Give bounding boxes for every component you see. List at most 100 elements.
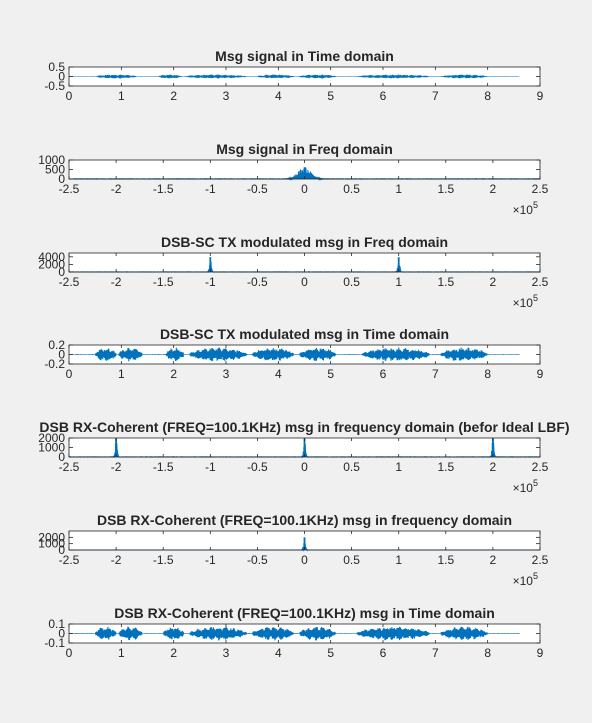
- y-tick-label: 2000: [38, 530, 65, 544]
- y-tick-label: 2000: [38, 431, 65, 445]
- x-tick-label: 1: [118, 89, 125, 103]
- y-tick-label: -0.2: [44, 357, 65, 371]
- x-exponent-label: ×105: [513, 293, 538, 310]
- x-tick-label: 1: [118, 646, 125, 660]
- x-tick-label: 1: [395, 275, 402, 289]
- x-tick-label: -2.5: [59, 182, 80, 196]
- x-tick-label: -2: [111, 553, 122, 567]
- x-tick-label: 6: [380, 367, 387, 381]
- x-tick-label: 0: [301, 275, 308, 289]
- x-tick-label: 0.5: [343, 182, 360, 196]
- y-tick-label: 500: [45, 163, 65, 177]
- x-tick-label: 2.5: [532, 553, 549, 567]
- x-tick-label: 2: [170, 367, 177, 381]
- x-tick-label: -2.5: [59, 460, 80, 474]
- x-tick-label: -2: [111, 460, 122, 474]
- x-tick-label: 9: [537, 89, 544, 103]
- x-tick-label: 0: [66, 367, 73, 381]
- x-tick-label: 3: [223, 646, 230, 660]
- y-tick-label: 0: [58, 543, 65, 557]
- x-tick-label: 6: [380, 646, 387, 660]
- y-tick-label: 0.1: [48, 617, 65, 631]
- chart-title: DSB RX-Coherent (FREQ=100.1KHz) msg in f…: [39, 419, 569, 435]
- x-tick-label: -0.5: [247, 553, 268, 567]
- x-tick-label: 2: [170, 646, 177, 660]
- x-exponent-label: ×105: [513, 478, 538, 495]
- x-tick-label: -2.5: [59, 553, 80, 567]
- x-tick-label: 8: [484, 646, 491, 660]
- chart-title: DSB RX-Coherent (FREQ=100.1KHz) msg in T…: [114, 605, 495, 621]
- y-tick-label: -0.5: [44, 79, 65, 93]
- x-tick-label: 1: [395, 460, 402, 474]
- x-tick-label: -1: [205, 553, 216, 567]
- x-tick-label: -1: [205, 182, 216, 196]
- x-tick-label: -1: [205, 460, 216, 474]
- y-tick-label: 0: [58, 450, 65, 464]
- subplot-2: -2.5 -2 -1.5 -1 -0.5 0 0.5 1 1.5 2 2.505001000Msg …: [38, 141, 548, 217]
- x-tick-label: 3: [223, 367, 230, 381]
- x-tick-label: 1.5: [437, 275, 454, 289]
- x-tick-label: 2: [490, 182, 497, 196]
- x-tick-label: 0: [301, 460, 308, 474]
- x-tick-label: 9: [537, 367, 544, 381]
- x-tick-label: -1.5: [153, 460, 174, 474]
- x-tick-label: 5: [327, 89, 334, 103]
- y-tick-label: 0: [58, 265, 65, 279]
- x-tick-label: 8: [484, 89, 491, 103]
- x-tick-label: 0: [66, 89, 73, 103]
- x-tick-label: 2: [490, 275, 497, 289]
- x-exponent-label: ×105: [513, 200, 538, 217]
- x-tick-label: -0.5: [247, 460, 268, 474]
- x-tick-label: 2: [490, 460, 497, 474]
- x-tick-label: 6: [380, 89, 387, 103]
- x-tick-label: 0.5: [343, 275, 360, 289]
- x-tick-label: 0.5: [343, 460, 360, 474]
- x-tick-label: 2: [490, 553, 497, 567]
- x-tick-label: -1.5: [153, 182, 174, 196]
- x-tick-label: 3: [223, 89, 230, 103]
- x-tick-label: 7: [432, 367, 439, 381]
- x-tick-label: -0.5: [247, 275, 268, 289]
- x-tick-label: -2: [111, 275, 122, 289]
- x-tick-label: 5: [327, 367, 334, 381]
- x-tick-label: 1.5: [437, 553, 454, 567]
- chart-title: DSB-SC TX modulated msg in Freq domain: [161, 234, 448, 250]
- y-tick-label: 1000: [38, 537, 65, 551]
- x-tick-label: 1: [118, 367, 125, 381]
- x-tick-label: 7: [432, 646, 439, 660]
- y-tick-label: 0: [58, 348, 65, 362]
- chart-title: DSB-SC TX modulated msg in Time domain: [160, 326, 449, 342]
- x-tick-label: 2.5: [532, 182, 549, 196]
- x-tick-label: 0: [66, 646, 73, 660]
- chart-title: DSB RX-Coherent (FREQ=100.1KHz) msg in f…: [97, 512, 512, 528]
- x-tick-label: 0: [301, 182, 308, 196]
- x-tick-label: 1: [395, 553, 402, 567]
- x-tick-label: 1.5: [437, 182, 454, 196]
- x-tick-label: 7: [432, 89, 439, 103]
- x-tick-label: -1: [205, 275, 216, 289]
- y-tick-label: 0: [58, 172, 65, 186]
- chart-title: Msg signal in Time domain: [215, 48, 394, 64]
- x-tick-label: 0.5: [343, 553, 360, 567]
- x-tick-label: 4: [275, 646, 282, 660]
- x-tick-label: 2: [170, 89, 177, 103]
- x-tick-label: -2.5: [59, 275, 80, 289]
- y-tick-label: 2000: [38, 257, 65, 271]
- subplot-6: -2.5 -2 -1.5 -1 -0.5 0 0.5 1 1.5 2 2.5010002000DSB…: [38, 512, 548, 588]
- y-tick-label: 0: [58, 70, 65, 84]
- x-tick-label: 1: [395, 182, 402, 196]
- subplot-5: -2.5 -2 -1.5 -1 -0.5 0 0.5 1 1.5 2 2.5010002000DSB…: [38, 419, 569, 495]
- x-tick-label: 8: [484, 367, 491, 381]
- y-tick-label: -0.1: [44, 636, 65, 650]
- x-tick-label: 5: [327, 646, 334, 660]
- y-tick-label: 0.2: [48, 338, 65, 352]
- x-tick-label: 9: [537, 646, 544, 660]
- x-exponent-label: ×105: [513, 571, 538, 588]
- y-tick-label: 1000: [38, 153, 65, 167]
- x-tick-label: -1.5: [153, 553, 174, 567]
- x-tick-label: -0.5: [247, 182, 268, 196]
- x-tick-label: -1.5: [153, 275, 174, 289]
- y-tick-label: 0.5: [48, 60, 65, 74]
